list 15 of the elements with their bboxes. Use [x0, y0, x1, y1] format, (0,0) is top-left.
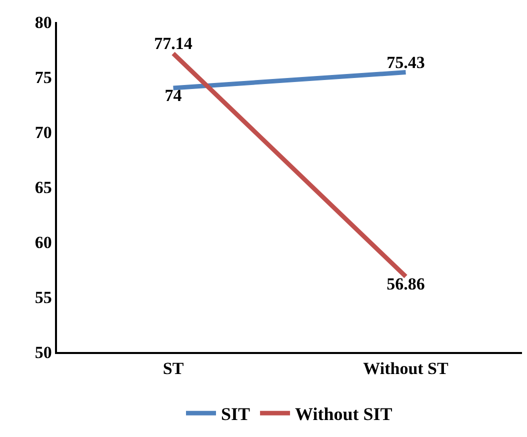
legend-label: Without SIT [295, 404, 392, 424]
legend-label: SIT [221, 404, 250, 424]
y-tick-label: 55 [34, 288, 52, 307]
y-tick-label: 75 [34, 68, 52, 87]
x-tick-label: Without ST [363, 359, 449, 378]
y-tick-label: 50 [34, 342, 52, 362]
y-tick-label: 80 [34, 12, 52, 32]
data-label: 56.86 [386, 274, 425, 294]
y-tick-label: 65 [34, 178, 52, 197]
y-tick-label: 70 [34, 122, 52, 142]
data-label: 77.14 [154, 34, 193, 54]
x-tick-label: ST [162, 359, 184, 378]
data-label: 75.43 [386, 53, 425, 72]
y-tick-label: 60 [34, 232, 52, 252]
data-label: 74 [164, 86, 182, 105]
